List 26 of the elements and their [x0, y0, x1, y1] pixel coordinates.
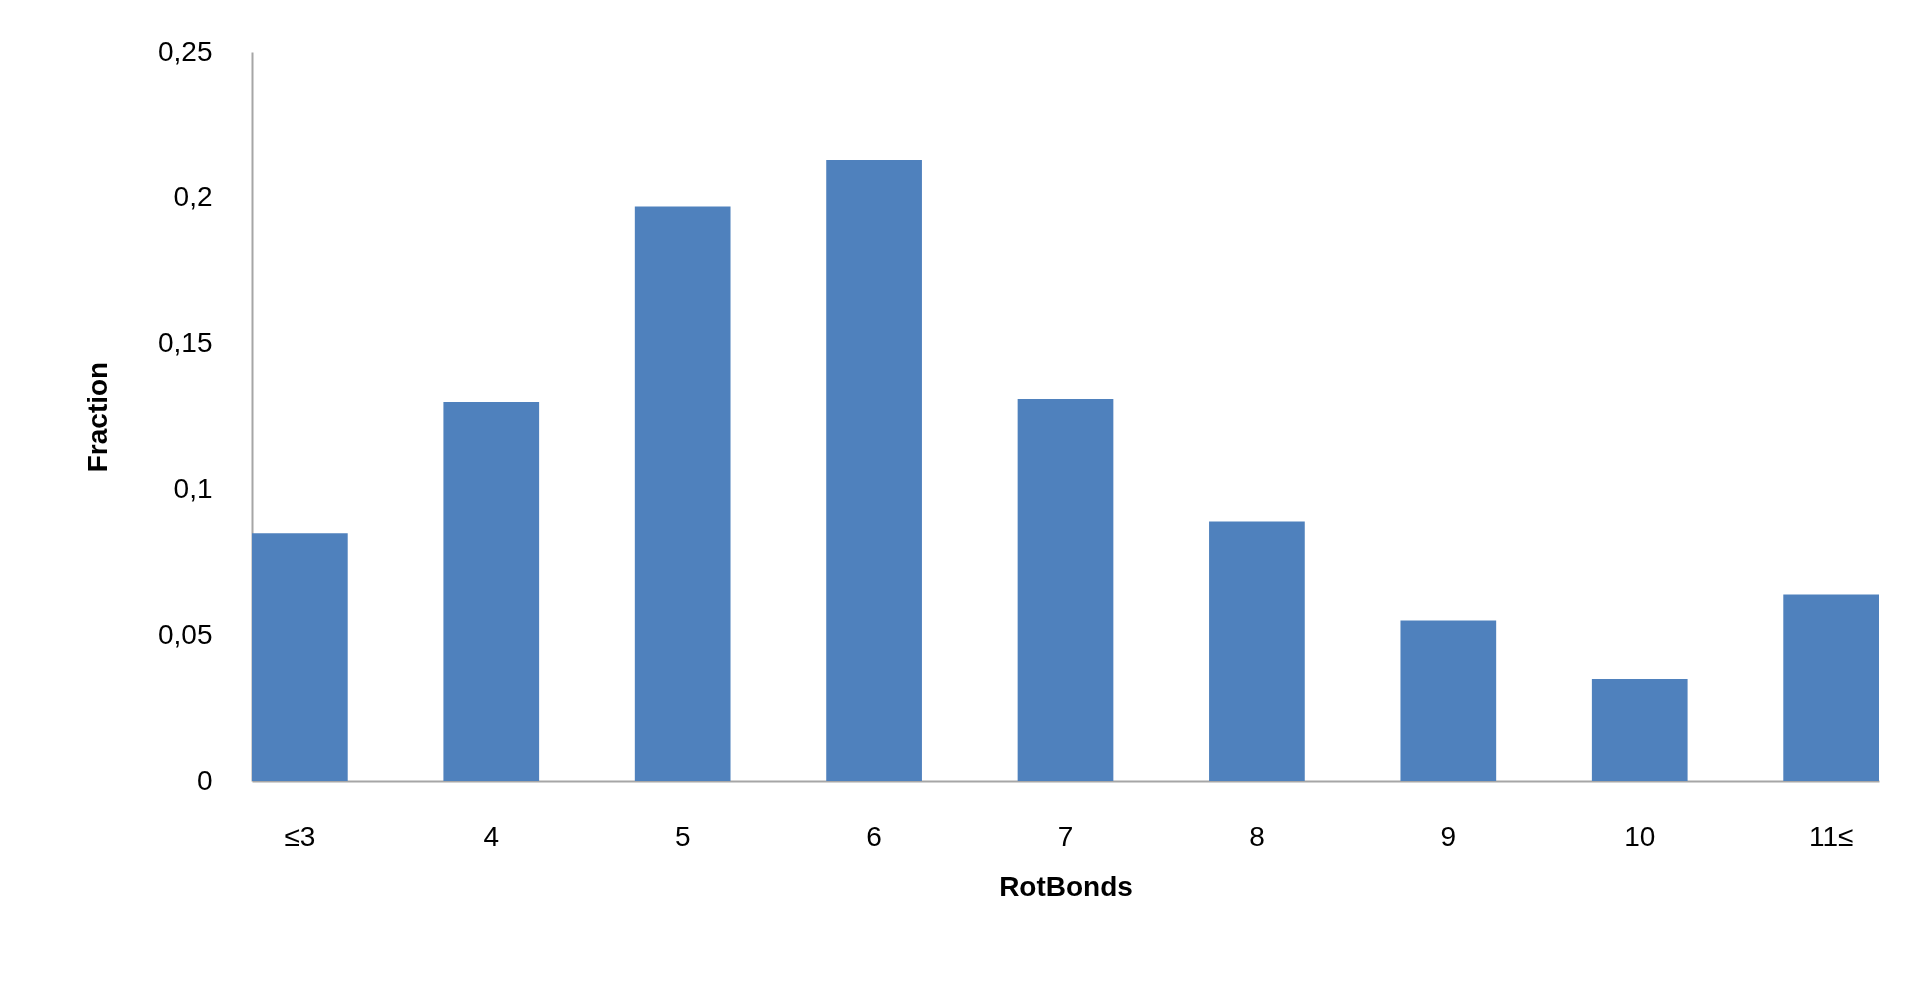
y-tick-label: 0,05	[158, 618, 213, 650]
x-axis-title: RotBonds	[999, 870, 1133, 902]
x-tick-label: 8	[1249, 820, 1265, 852]
bar	[1017, 399, 1114, 781]
x-tick-label: 6	[866, 820, 882, 852]
bar	[252, 533, 348, 781]
x-tick-label: 5	[674, 820, 691, 852]
x-tick-label: 11≤	[1808, 820, 1854, 852]
x-tick-label: 10	[1624, 820, 1656, 852]
x-tick-label: 7	[1057, 820, 1074, 852]
bar	[1591, 678, 1688, 781]
x-tick-label: 4	[483, 820, 500, 852]
y-tick-label: 0	[196, 764, 213, 796]
y-tick-label: 0,1	[173, 472, 213, 504]
y-tick-label: 0,15	[158, 327, 213, 359]
x-tick-label: 9	[1440, 820, 1457, 852]
bar	[1400, 620, 1497, 781]
bar	[826, 159, 922, 781]
bar	[634, 206, 731, 781]
x-tick-label: ≤3	[284, 820, 316, 852]
y-axis-title: Fraction	[82, 361, 113, 473]
y-tick-label: 0,2	[173, 181, 213, 213]
y-tick-label: 0,25	[158, 35, 213, 67]
bar	[443, 401, 540, 781]
bar	[1783, 594, 1879, 781]
bar	[1209, 521, 1305, 781]
